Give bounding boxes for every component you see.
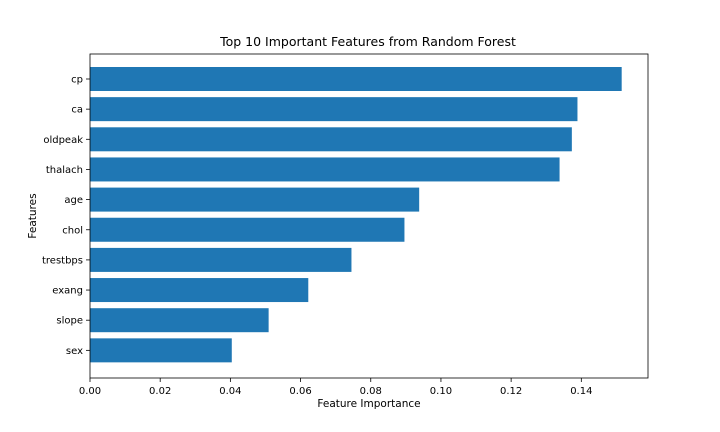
bar-chol [90, 217, 405, 242]
chart-title: Top 10 Important Features from Random Fo… [219, 34, 516, 49]
bar-exang [90, 278, 309, 303]
y-tick-label: oldpeak [43, 135, 83, 146]
bar-cp [90, 67, 622, 91]
y-tick-label: trestbps [42, 255, 83, 266]
x-tick-label: 0.14 [570, 386, 592, 397]
x-axis-ticks: 0.00 0.02 0.04 0.06 0.08 0.10 0.12 0.14 [79, 378, 592, 397]
x-tick-label: 0.12 [500, 386, 522, 397]
x-tick-label: 0.00 [79, 386, 101, 397]
y-tick-label: exang [52, 286, 83, 297]
bar-slope [90, 308, 269, 333]
x-tick-label: 0.02 [149, 386, 171, 397]
bar-trestbps [90, 247, 352, 272]
x-tick-label: 0.10 [430, 386, 452, 397]
bar-oldpeak [90, 127, 572, 152]
bar-age [90, 187, 420, 212]
bars-group [90, 67, 622, 363]
y-axis-ticks: cp ca oldpeak thalach age chol trestbps exang sl… [42, 75, 90, 357]
bar-sex [90, 338, 232, 363]
x-tick-label: 0.08 [360, 386, 382, 397]
plot-area-frame [89, 53, 649, 379]
y-tick-label: cp [71, 75, 83, 86]
bar-thalach [90, 157, 560, 182]
y-axis-label: Features [27, 193, 39, 238]
x-axis-label: Feature Importance [317, 398, 420, 410]
y-tick-label: thalach [46, 165, 83, 176]
y-tick-label: age [64, 195, 83, 206]
y-tick-label: ca [71, 105, 83, 116]
x-tick-label: 0.06 [289, 386, 311, 397]
y-tick-label: slope [56, 316, 83, 327]
y-tick-label: chol [62, 225, 83, 236]
bar-ca [90, 97, 578, 122]
x-tick-label: 0.04 [219, 386, 241, 397]
y-tick-label: sex [66, 346, 83, 357]
